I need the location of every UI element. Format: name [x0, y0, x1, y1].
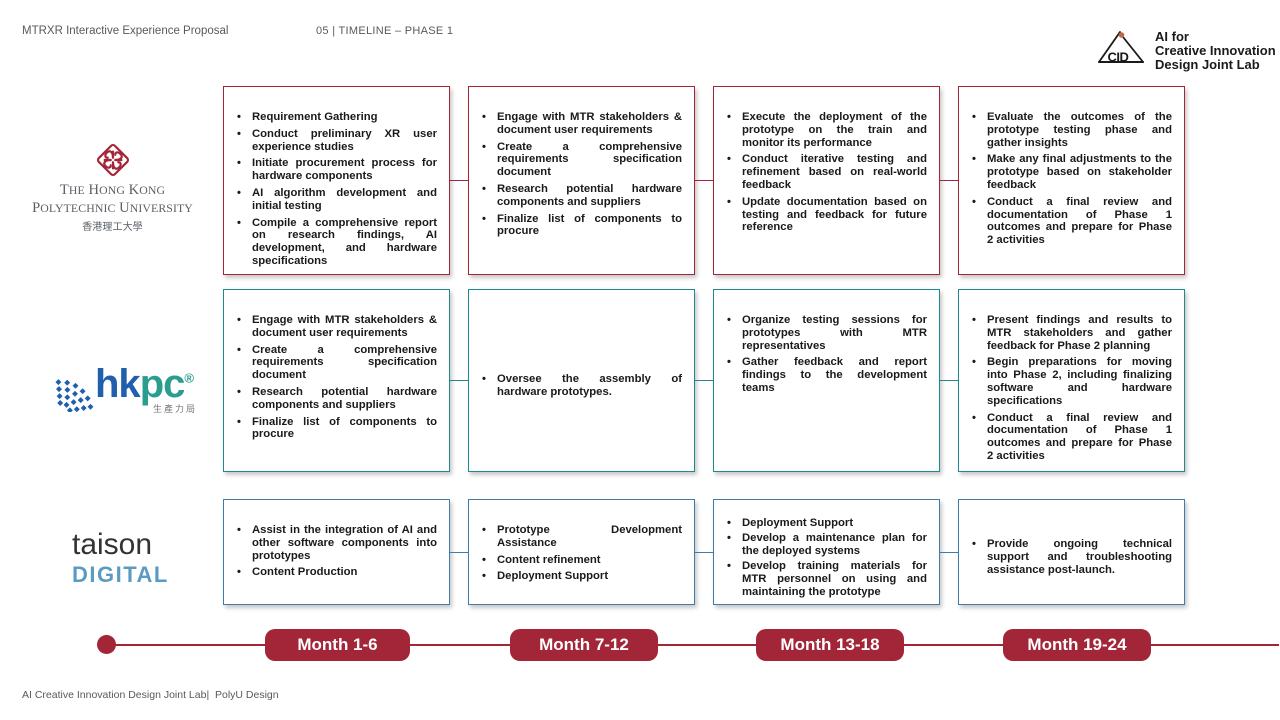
svg-text:CID: CID: [1108, 50, 1129, 65]
